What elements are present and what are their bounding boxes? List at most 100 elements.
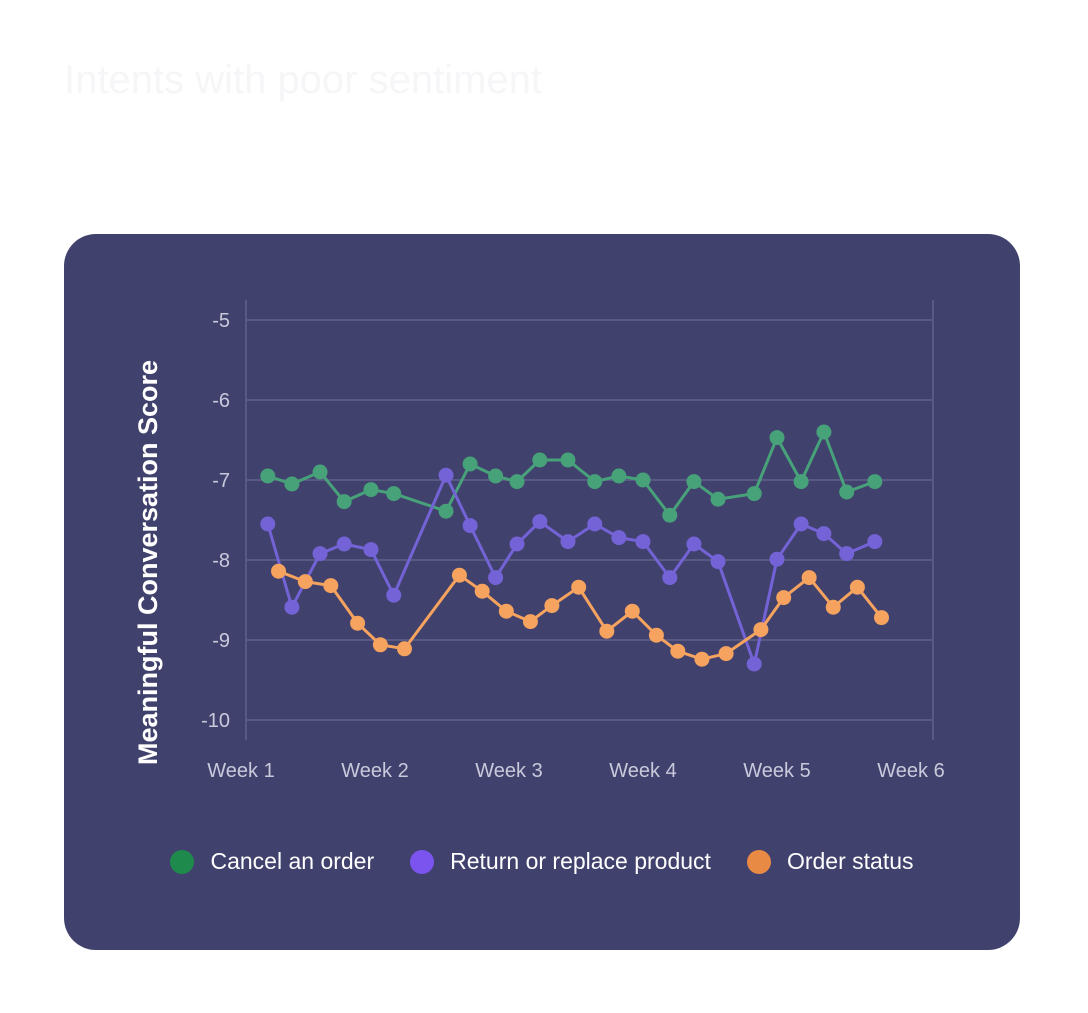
data-point [793, 516, 809, 532]
data-point [560, 452, 576, 468]
data-point [260, 468, 276, 484]
data-point [849, 579, 865, 595]
chart-legend: Cancel an order Return or replace produc… [64, 848, 1020, 875]
x-tick-label: Week 6 [877, 760, 944, 782]
data-point [363, 482, 379, 498]
data-point [260, 516, 276, 532]
data-point [776, 590, 792, 606]
data-point [488, 570, 504, 586]
data-point [816, 424, 832, 440]
data-point [801, 570, 817, 586]
x-tick-label: Week 1 [207, 760, 274, 782]
series-line-1 [266, 473, 876, 666]
data-point [587, 516, 603, 532]
data-point [648, 627, 664, 643]
y-axis-label: Meaningful Conversation Score [133, 359, 163, 765]
data-point [312, 546, 328, 562]
data-point [336, 494, 352, 510]
legend-marker [410, 849, 435, 874]
data-point [498, 603, 514, 619]
data-point [662, 507, 678, 523]
data-point [532, 514, 548, 530]
data-point [839, 484, 855, 500]
data-point [522, 614, 538, 630]
legend-marker [746, 849, 771, 874]
data-point [867, 534, 883, 550]
data-point [746, 656, 762, 672]
data-point [825, 599, 841, 615]
line-chart: -5 -6 -7 -8 -9 -10 Week 1 Week 2 Week 3 Week 4 Wee… [201, 300, 945, 782]
data-point [874, 610, 890, 626]
y-tick-label: -10 [201, 710, 230, 732]
data-point [662, 570, 678, 586]
series-line-0 [267, 430, 876, 517]
data-point [686, 536, 702, 552]
x-tick-label: Week 2 [341, 760, 408, 782]
data-point [509, 536, 525, 552]
data-point [488, 468, 504, 484]
legend-marker [170, 849, 195, 874]
y-tick-label: -7 [212, 470, 230, 492]
data-point [611, 468, 627, 484]
data-point [670, 643, 686, 659]
data-point [386, 587, 402, 603]
legend-label: Return or replace product [450, 848, 711, 874]
x-tick-label: Week 3 [475, 760, 542, 782]
data-point [532, 452, 548, 468]
legend-item-order-status[interactable]: Order status [746, 848, 914, 875]
data-point [694, 651, 710, 667]
y-tick-label: -5 [212, 310, 230, 332]
data-point [509, 474, 525, 490]
x-tick-label: Week 5 [743, 760, 810, 782]
data-point [718, 646, 734, 662]
data-point [769, 430, 785, 446]
legend-item-return-or-replace-product[interactable]: Return or replace product [410, 848, 711, 875]
legend-label: Cancel an order [210, 848, 375, 874]
data-point [686, 474, 702, 490]
data-point [363, 542, 379, 558]
y-tick-label: -9 [212, 630, 230, 652]
data-point [571, 579, 587, 595]
data-point [587, 474, 603, 490]
data-point [544, 598, 560, 614]
data-point [560, 534, 576, 550]
data-point [635, 534, 651, 550]
data-point [710, 554, 726, 570]
data-point [323, 578, 339, 594]
data-point [284, 476, 300, 492]
data-point [611, 530, 627, 546]
data-point [438, 467, 454, 483]
y-tick-label: -6 [212, 390, 230, 412]
data-point [839, 546, 855, 562]
data-point [284, 599, 300, 615]
chart-card: -5 -6 -7 -8 -9 -10 Week 1 Week 2 Week 3 Week 4 Wee… [64, 234, 1020, 950]
y-tick-label: -8 [212, 550, 230, 572]
data-point [350, 615, 366, 631]
data-point [336, 536, 352, 552]
data-point [297, 574, 313, 590]
data-point [462, 518, 478, 534]
legend-label: Order status [786, 848, 914, 874]
data-point [753, 622, 769, 638]
data-point [624, 603, 640, 619]
data-point [451, 567, 467, 583]
x-tick-label: Week 4 [609, 760, 676, 782]
data-point [386, 486, 402, 502]
data-point [635, 472, 651, 488]
data-point [438, 503, 454, 519]
data-point [312, 464, 328, 480]
data-point [396, 641, 412, 657]
data-point [474, 583, 490, 599]
data-point [793, 474, 809, 490]
data-point [599, 623, 615, 639]
page-title: Intents with poor sentiment [64, 58, 543, 102]
legend-item-cancel-an-order[interactable]: Cancel an order [170, 848, 374, 875]
data-point [462, 456, 478, 472]
data-point [816, 526, 832, 542]
data-point [746, 486, 762, 502]
data-point [372, 637, 388, 653]
data-point [710, 491, 726, 507]
data-point [769, 551, 785, 567]
data-point [867, 474, 883, 490]
data-point [271, 563, 287, 579]
